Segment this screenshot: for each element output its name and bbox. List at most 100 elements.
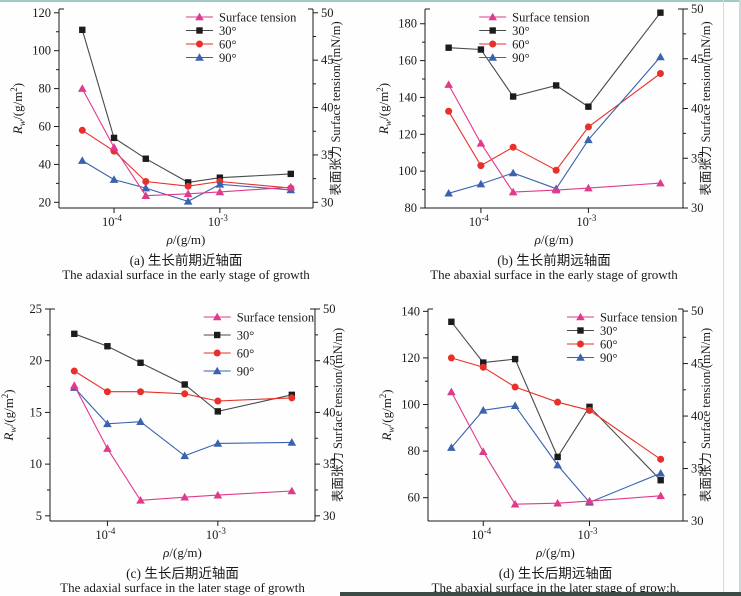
series-line-60° — [74, 370, 292, 402]
series-marker-Surface tension — [584, 183, 593, 192]
left-axis-label: Rw/(g/m2) — [378, 389, 397, 441]
series-marker-30° — [110, 134, 118, 142]
right-axis-tick-label: 30 — [323, 509, 336, 523]
left-axis-tick-label: 140 — [401, 304, 420, 318]
series-marker-60° — [477, 162, 485, 170]
series-marker-90° — [553, 460, 562, 469]
series-marker-30° — [552, 82, 560, 89]
left-axis-tick-label: 180 — [398, 17, 417, 31]
series-marker-60° — [142, 177, 150, 185]
legend-item: 90° — [479, 51, 530, 65]
x-axis-label: ρ/(g/m) — [162, 545, 202, 560]
right-axis-tick-label: 50 — [321, 6, 334, 20]
series-marker-90° — [584, 135, 593, 144]
legend-label: 30° — [237, 329, 255, 343]
legend-item: 30° — [566, 324, 618, 338]
right-axis-tick-label: 40 — [321, 101, 334, 115]
series-marker-60° — [184, 182, 192, 190]
legend-square-icon — [196, 27, 203, 34]
series-marker-Surface tension — [109, 143, 119, 151]
left-axis-tick-label: 100 — [401, 398, 420, 412]
right-axis-tick-label: 30 — [691, 514, 704, 528]
series-marker-60° — [447, 354, 455, 362]
series-marker-Surface tension — [141, 191, 151, 199]
series-marker-Surface tension — [286, 182, 296, 191]
series-line-Surface tension — [450, 391, 661, 505]
series-line-Surface tension — [448, 84, 661, 193]
series-marker-30° — [184, 179, 192, 186]
page-bottom-edge-strip — [340, 592, 741, 596]
left-axis-tick-label: 5 — [36, 509, 42, 523]
chart-b-abaxial-early: 80 100 120 140 160 180 30 35 40 45 50 10-4 10-3 Surfa… — [370, 0, 741, 290]
right-axis-tick-label: 50 — [323, 302, 336, 316]
legend-label: 90° — [219, 51, 237, 65]
legend-item: Surface tension — [203, 311, 315, 325]
series-marker-30° — [181, 381, 188, 388]
caption-en: The abaxial surface in the later stage o… — [432, 580, 680, 595]
plot-svg-b: 80 100 120 140 160 180 30 35 40 45 50 10-4 10-3 Surfa… — [375, 2, 713, 282]
series-marker-30° — [480, 359, 487, 366]
plot-svg-d: 60 80 100 120 140 30 35 40 45 50 10-4 10-3 Surface t… — [378, 304, 713, 595]
legend-item: Surface tension — [479, 11, 590, 25]
series-marker-60° — [181, 390, 189, 398]
series-marker-90° — [478, 406, 488, 414]
legend-item: Surface tension — [566, 311, 678, 325]
series-line-30° — [448, 12, 661, 108]
left-axis-tick-label: 20 — [39, 195, 52, 209]
legend-triangle-icon — [488, 53, 497, 61]
left-axis-tick-label: 15 — [30, 405, 43, 419]
legend-label: 30° — [600, 324, 618, 338]
left-axis-tick-label: 140 — [398, 90, 417, 104]
series-marker-30° — [511, 355, 519, 363]
legend-label: Surface tension — [219, 11, 297, 25]
series-marker-90° — [510, 401, 520, 409]
series-marker-90° — [476, 179, 486, 188]
plot-svg-a: 20 40 60 80 100 120 30 35 40 45 50 10-4 10-3 Surface … — [9, 6, 343, 282]
series-marker-60° — [70, 367, 78, 375]
legend-item: 90° — [203, 365, 254, 379]
series-line-Surface tension — [73, 385, 292, 501]
series-marker-60° — [78, 126, 86, 134]
series-marker-60° — [288, 394, 296, 402]
left-axis-tick-label: 100 — [398, 164, 417, 178]
series-marker-30° — [509, 93, 517, 100]
caption-zh: (a) 生长前期近轴面 — [130, 252, 243, 268]
series-marker-30° — [448, 318, 455, 326]
legend-circle-icon — [489, 40, 497, 48]
legend-item: 30° — [203, 329, 255, 343]
series-marker-30° — [71, 330, 78, 338]
right-axis-tick-label: 40 — [691, 102, 704, 116]
series-marker-Surface tension — [508, 187, 518, 196]
page-right-edge-strip — [739, 0, 741, 596]
left-axis-tick-label: 100 — [32, 44, 51, 58]
legend-label: Surface tension — [512, 11, 590, 25]
legend-label: 30° — [219, 24, 237, 38]
caption-en: The adaxial surface in the early stage o… — [62, 267, 310, 282]
series-line-90° — [73, 387, 292, 457]
series-marker-Surface tension — [215, 187, 225, 196]
series-marker-90° — [183, 197, 193, 205]
legend-circle-icon — [576, 340, 584, 348]
series-marker-60° — [137, 388, 145, 396]
right-axis-tick-label: 45 — [321, 53, 334, 67]
left-axis-label: Rw/(g/m2) — [0, 389, 19, 441]
right-axis-label: 表面张力 Surface tension/(mN/m) — [330, 328, 345, 502]
legend-label: 60° — [219, 38, 237, 52]
legend-label: 60° — [237, 347, 255, 361]
series-line-Surface tension — [81, 88, 291, 197]
legend-triangle-icon — [195, 12, 204, 21]
right-axis-tick-label: 50 — [691, 304, 704, 318]
series-marker-Surface tension — [287, 486, 297, 495]
legend-label: Surface tension — [600, 311, 678, 325]
right-axis-tick-label: 35 — [691, 462, 704, 476]
left-axis-tick-label: 25 — [30, 302, 43, 316]
right-axis-tick-label: 35 — [323, 457, 336, 471]
series-marker-Surface tension — [476, 139, 486, 147]
series-marker-30° — [477, 46, 485, 53]
legend-square-icon — [489, 27, 496, 34]
legend-circle-icon — [196, 40, 203, 48]
caption-en: The abaxial surface in the early stage o… — [430, 267, 678, 282]
series-line-90° — [448, 56, 661, 194]
